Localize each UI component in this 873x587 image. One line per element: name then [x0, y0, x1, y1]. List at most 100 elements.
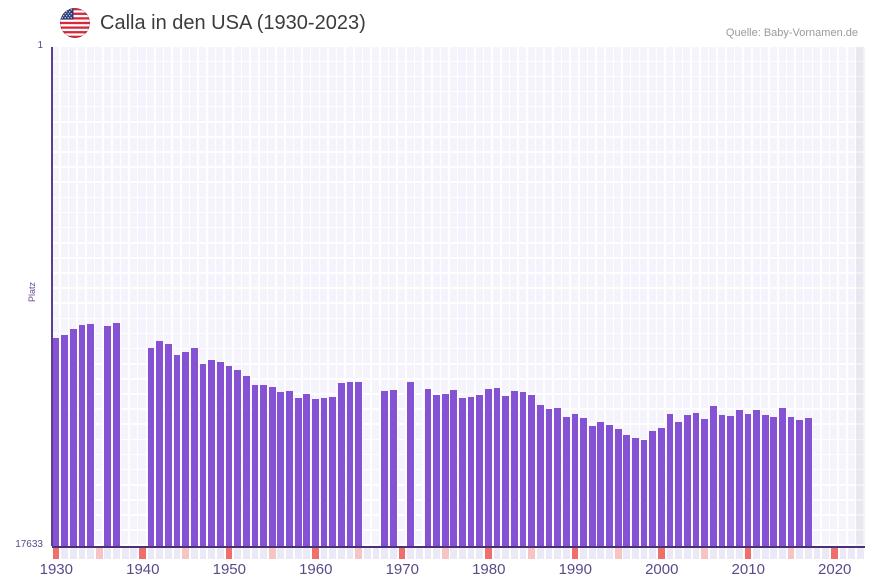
bar[interactable] — [234, 370, 241, 546]
bar[interactable] — [303, 393, 311, 546]
bar[interactable] — [199, 363, 207, 546]
grid-line-vertical — [500, 47, 502, 546]
x-axis-tick-label: 1980 — [472, 561, 506, 578]
bar[interactable] — [692, 412, 700, 546]
year-indicator-swatch — [251, 548, 259, 559]
bar[interactable] — [381, 391, 388, 546]
bar[interactable] — [113, 323, 120, 546]
bar[interactable] — [182, 352, 190, 546]
bar[interactable] — [208, 359, 216, 546]
year-indicator-swatch — [658, 548, 665, 559]
bar[interactable] — [61, 335, 68, 546]
bar[interactable] — [467, 397, 475, 546]
bar[interactable] — [286, 390, 293, 546]
bar[interactable] — [78, 325, 86, 546]
grid-line-vertical — [110, 47, 113, 546]
bar[interactable] — [165, 344, 172, 546]
bar[interactable] — [761, 414, 769, 546]
bar[interactable] — [87, 324, 94, 546]
bar[interactable] — [147, 348, 155, 546]
bar[interactable] — [251, 385, 259, 546]
bar[interactable] — [787, 416, 795, 546]
grid-line-horizontal — [52, 544, 865, 546]
bar[interactable] — [69, 328, 77, 546]
grid-line-vertical — [145, 47, 148, 546]
bar[interactable] — [588, 425, 596, 546]
bar[interactable] — [433, 394, 440, 546]
bar[interactable] — [805, 418, 812, 546]
bar[interactable] — [701, 418, 708, 546]
bar[interactable] — [770, 416, 778, 546]
bar[interactable] — [606, 424, 613, 546]
bar[interactable] — [632, 437, 639, 546]
bar[interactable] — [623, 435, 631, 546]
bar[interactable] — [658, 427, 665, 546]
bar[interactable] — [545, 408, 553, 546]
year-indicator-swatch — [208, 548, 216, 559]
bar[interactable] — [190, 347, 198, 546]
grid-line-vertical — [552, 47, 554, 546]
bar[interactable] — [216, 362, 224, 546]
bar[interactable] — [640, 440, 648, 546]
bar[interactable] — [268, 387, 276, 546]
bar[interactable] — [571, 413, 579, 546]
bar[interactable] — [744, 414, 752, 546]
grid-line-vertical — [690, 47, 692, 546]
bar[interactable] — [294, 397, 302, 546]
bar[interactable] — [493, 388, 501, 546]
bar[interactable] — [485, 388, 492, 546]
bar[interactable] — [355, 381, 363, 546]
year-indicator-swatch — [415, 548, 423, 559]
bar[interactable] — [450, 390, 458, 546]
grid-line-vertical — [283, 47, 286, 546]
bar[interactable] — [727, 416, 734, 546]
source-attribution: Quelle: Baby-Vornamen.de — [725, 27, 858, 39]
bar[interactable] — [683, 414, 691, 546]
year-indicator-swatch — [329, 548, 337, 559]
bar[interactable] — [407, 382, 414, 546]
bar[interactable] — [156, 341, 164, 546]
grid-line-vertical — [759, 47, 762, 546]
year-indicator-swatch — [338, 548, 345, 559]
bar[interactable] — [753, 409, 760, 546]
bar[interactable] — [389, 390, 397, 546]
bar[interactable] — [779, 407, 786, 546]
bar[interactable] — [242, 375, 250, 546]
bar[interactable] — [536, 404, 544, 546]
unranked-period-shade — [856, 47, 865, 546]
bar[interactable] — [554, 407, 561, 546]
bar[interactable] — [675, 421, 683, 546]
bar[interactable] — [173, 355, 181, 546]
year-indicator-swatch — [355, 548, 363, 559]
bar[interactable] — [519, 391, 527, 546]
bar[interactable] — [260, 384, 267, 546]
bar[interactable] — [666, 413, 674, 546]
bar[interactable] — [709, 406, 717, 546]
bar[interactable] — [718, 415, 726, 546]
bar[interactable] — [580, 418, 587, 546]
bar[interactable] — [562, 416, 570, 546]
bar[interactable] — [441, 394, 449, 546]
bar[interactable] — [277, 391, 285, 546]
bar[interactable] — [104, 326, 112, 546]
bar[interactable] — [329, 397, 337, 546]
bar[interactable] — [649, 431, 657, 546]
bar[interactable] — [424, 388, 432, 546]
bar[interactable] — [338, 382, 345, 546]
bar[interactable] — [796, 419, 804, 546]
bar[interactable] — [597, 422, 605, 546]
bar[interactable] — [459, 397, 466, 546]
bar[interactable] — [510, 391, 518, 546]
bar[interactable] — [225, 365, 233, 546]
bar[interactable] — [476, 395, 484, 546]
bar[interactable] — [735, 410, 743, 546]
grid-line-vertical — [595, 47, 597, 546]
bar[interactable] — [320, 397, 328, 546]
bar[interactable] — [528, 395, 536, 546]
bar[interactable] — [346, 381, 354, 546]
bar[interactable] — [52, 338, 60, 546]
year-indicator-swatch — [363, 548, 371, 559]
bar[interactable] — [614, 429, 622, 546]
bar[interactable] — [312, 399, 319, 546]
bar[interactable] — [502, 396, 510, 546]
